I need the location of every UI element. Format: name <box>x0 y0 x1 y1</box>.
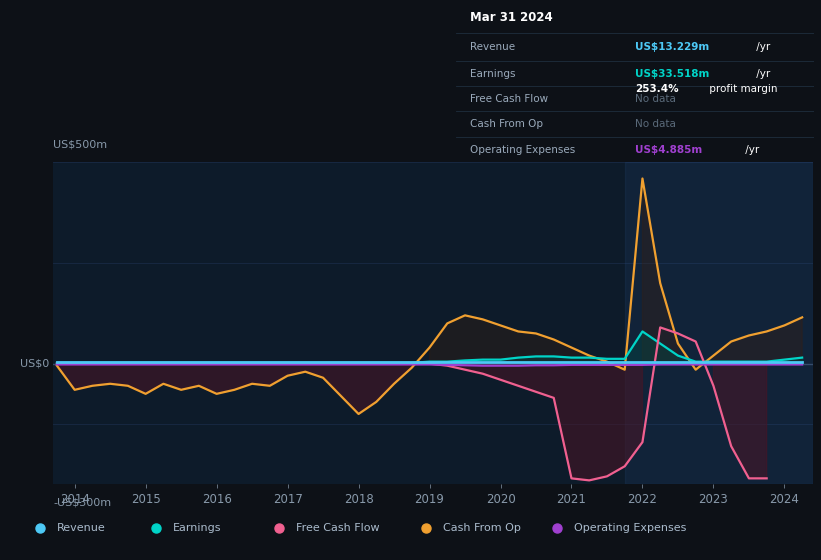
Bar <box>625 162 813 484</box>
Text: profit margin: profit margin <box>706 84 777 94</box>
Text: /yr: /yr <box>741 144 759 155</box>
Text: US$33.518m: US$33.518m <box>635 69 709 79</box>
Text: -US$300m: -US$300m <box>53 497 112 507</box>
Text: Earnings: Earnings <box>172 523 222 533</box>
Text: No data: No data <box>635 94 676 104</box>
Text: 253.4%: 253.4% <box>635 84 679 94</box>
Text: Mar 31 2024: Mar 31 2024 <box>470 11 553 25</box>
Text: Operating Expenses: Operating Expenses <box>574 523 686 533</box>
Text: Free Cash Flow: Free Cash Flow <box>296 523 380 533</box>
Text: /yr: /yr <box>754 42 771 52</box>
Text: US$0: US$0 <box>21 358 49 368</box>
Text: US$13.229m: US$13.229m <box>635 42 709 52</box>
Text: Revenue: Revenue <box>57 523 106 533</box>
Text: US$4.885m: US$4.885m <box>635 144 702 155</box>
Text: /yr: /yr <box>754 69 771 79</box>
Text: US$500m: US$500m <box>53 139 108 150</box>
Text: Revenue: Revenue <box>470 42 515 52</box>
Text: Cash From Op: Cash From Op <box>443 523 521 533</box>
Text: Cash From Op: Cash From Op <box>470 119 543 129</box>
Text: No data: No data <box>635 119 676 129</box>
Text: Earnings: Earnings <box>470 69 516 79</box>
Text: Operating Expenses: Operating Expenses <box>470 144 576 155</box>
Text: Free Cash Flow: Free Cash Flow <box>470 94 548 104</box>
